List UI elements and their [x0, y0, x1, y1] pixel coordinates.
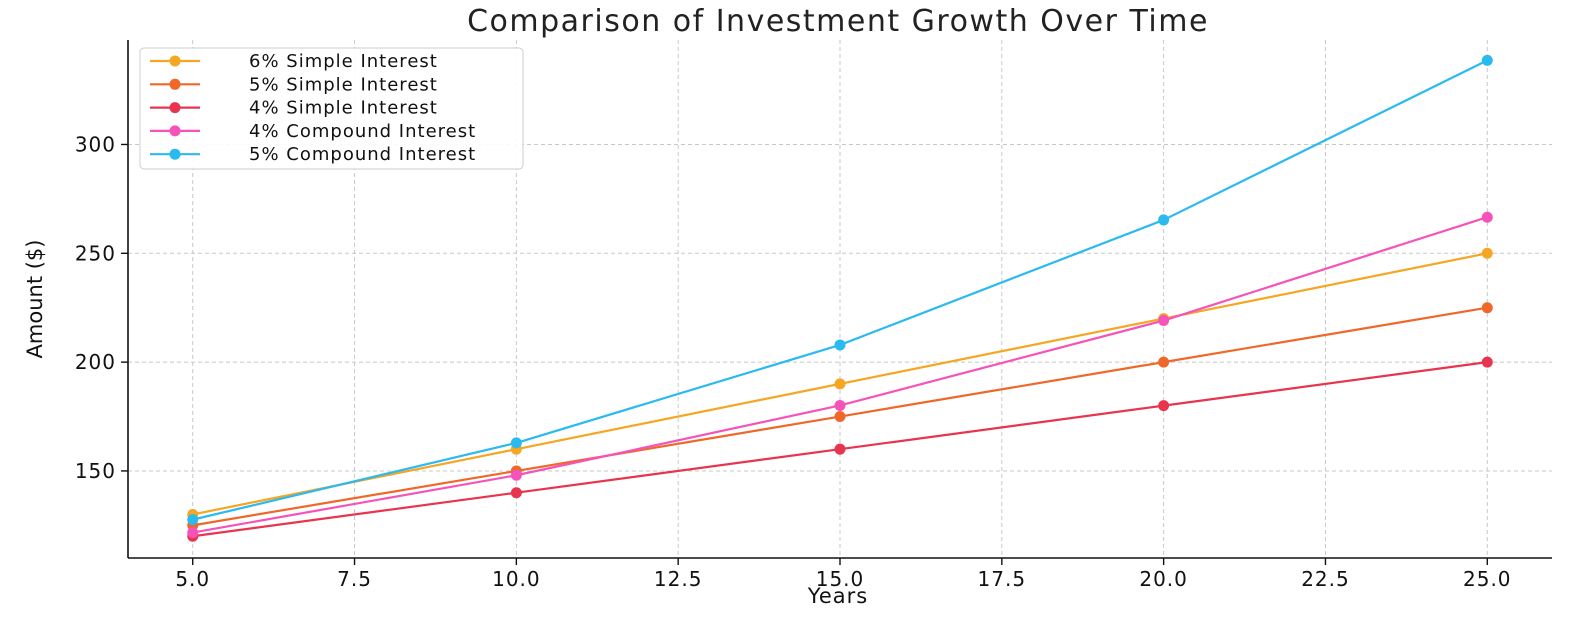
data-point: [510, 437, 522, 449]
y-tick-label: 150: [75, 459, 116, 483]
legend-entry: 4% Compound Interest: [150, 121, 476, 142]
data-point: [1158, 400, 1170, 412]
series-5: [187, 54, 1493, 526]
data-point: [510, 487, 522, 499]
x-tick-label: 7.5: [337, 567, 372, 591]
data-point: [834, 443, 846, 455]
x-tick-label: 20.0: [1139, 567, 1188, 591]
data-point: [834, 399, 846, 411]
data-point: [834, 411, 846, 423]
data-point: [187, 514, 199, 526]
x-tick-label: 12.5: [654, 567, 703, 591]
legend-entry: 5% Simple Interest: [150, 74, 438, 95]
data-point: [1481, 356, 1493, 368]
legend-marker: [169, 102, 181, 114]
x-tick-label: 22.5: [1301, 567, 1350, 591]
legend-label: 5% Compound Interest: [249, 144, 476, 165]
legend-label: 4% Compound Interest: [249, 121, 476, 142]
y-tick-label: 200: [75, 350, 116, 374]
data-point: [1158, 214, 1170, 226]
x-tick-label: 25.0: [1463, 567, 1512, 591]
data-point: [1481, 247, 1493, 259]
legend-label: 5% Simple Interest: [249, 74, 438, 95]
data-point: [1158, 315, 1170, 327]
data-point: [187, 527, 199, 539]
x-tick-label: 15.0: [816, 567, 865, 591]
y-axis-label: Amount ($): [23, 240, 47, 359]
data-point: [1481, 211, 1493, 223]
legend-marker: [169, 78, 181, 90]
y-tick-label: 250: [75, 241, 116, 265]
x-axis-label: Years: [807, 584, 868, 608]
data-point: [1481, 54, 1493, 66]
x-tick-label: 17.5: [978, 567, 1027, 591]
series-4: [187, 211, 1493, 539]
tick-labels: 5.0 7.5 10.0 12.5 15.0 17.5 20.0 22.5 25.0 150 200…: [75, 132, 1512, 591]
data-point: [834, 339, 846, 351]
data-point: [834, 378, 846, 390]
data-point: [510, 469, 522, 481]
legend-label: 4% Simple Interest: [249, 98, 438, 119]
x-tick-label: 10.0: [492, 567, 541, 591]
data-point: [1481, 302, 1493, 314]
legend-label: 6% Simple Interest: [249, 51, 438, 72]
legend-marker: [169, 125, 181, 137]
y-tick-label: 300: [75, 132, 116, 156]
chart-title: Comparison of Investment Growth Over Tim…: [467, 4, 1209, 39]
legend-entry: 6% Simple Interest: [150, 51, 438, 72]
series: [187, 54, 1493, 542]
legend-entry: 5% Compound Interest: [150, 144, 476, 165]
data-point: [1158, 356, 1170, 368]
series-3: [187, 356, 1493, 542]
x-tick-label: 5.0: [175, 567, 210, 591]
legend-marker: [169, 55, 181, 67]
legend-marker: [169, 148, 181, 160]
legend-box: [139, 47, 524, 170]
legend-entry: 4% Simple Interest: [150, 98, 438, 119]
